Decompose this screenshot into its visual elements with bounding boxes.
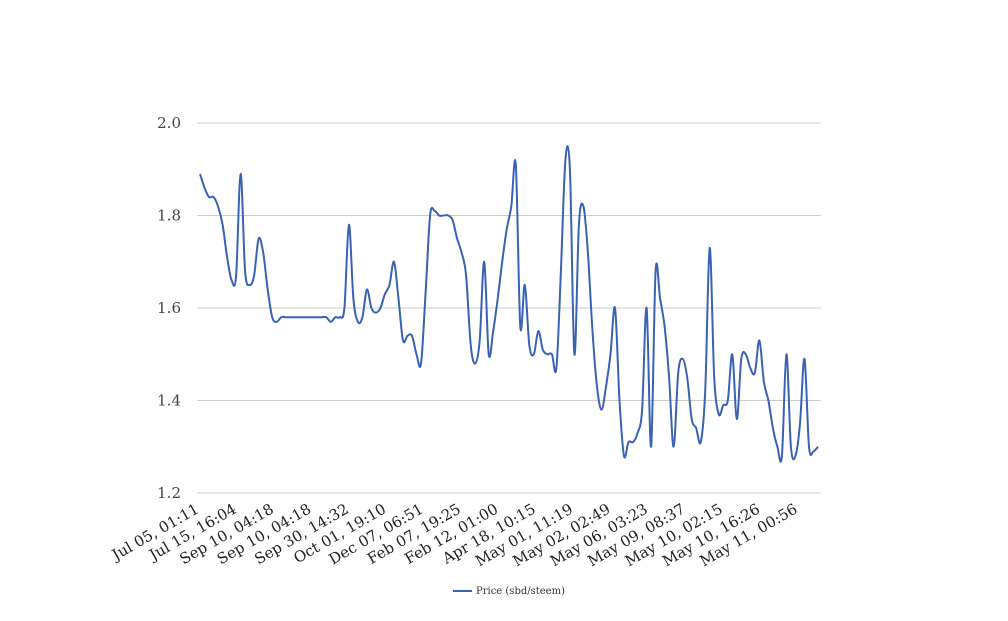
- series-layer: [199, 145, 819, 463]
- y-tick-label: 1.2: [157, 484, 181, 502]
- series-line: [199, 145, 819, 463]
- y-tick-label: 1.8: [157, 207, 181, 225]
- grid-layer: [197, 122, 821, 494]
- legend: Price (sbd/steem): [453, 586, 565, 597]
- y-axis-ticks: 1.2 1.4 1.6 1.8 2.0: [157, 114, 181, 502]
- y-tick-label: 2.0: [157, 114, 181, 132]
- y-tick-label: 1.6: [157, 299, 181, 317]
- legend-label: Price (sbd/steem): [476, 586, 565, 597]
- y-tick-label: 1.4: [157, 392, 181, 410]
